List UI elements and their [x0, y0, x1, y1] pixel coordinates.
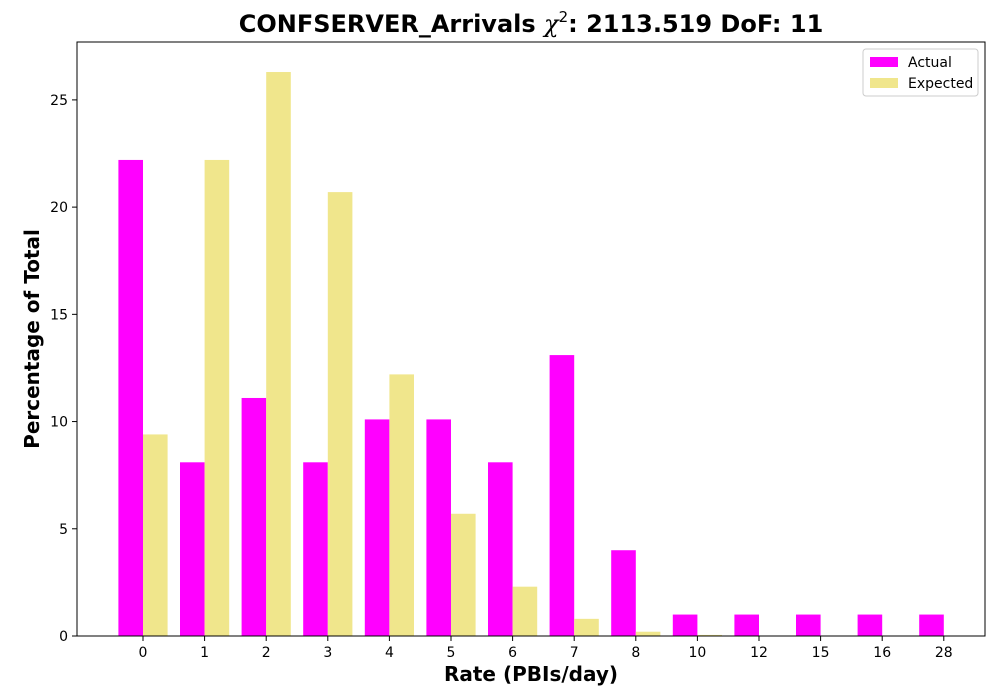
y-tick-label: 25	[50, 93, 68, 109]
legend: Actual Expected	[862, 48, 979, 97]
bar-actual-6	[488, 462, 513, 636]
bar-actual-0	[118, 159, 143, 636]
bar-actual-8	[611, 550, 636, 636]
legend-swatch-expected	[870, 78, 898, 88]
bar-actual-28	[919, 614, 944, 636]
bar-actual-16	[857, 614, 883, 636]
x-tick-label: 4	[385, 645, 394, 661]
title-rest: : 2113.519 DoF: 11	[568, 10, 823, 38]
x-tick-label: 15	[812, 645, 830, 661]
x-tick-label: 5	[447, 645, 456, 661]
bar-expected-4	[389, 374, 414, 636]
x-tick-label: 3	[323, 645, 332, 661]
bar-expected-8	[635, 631, 661, 636]
y-tick-label: 5	[59, 522, 68, 538]
chart-title: CONFSERVER_Arrivals χ2: 2113.519 DoF: 11	[239, 8, 824, 38]
y-tick-label: 0	[59, 629, 68, 645]
x-tick-label: 8	[631, 645, 640, 661]
x-tick-label: 0	[139, 645, 148, 661]
bar-actual-5	[426, 419, 451, 636]
title-chi-exponent: 2	[559, 8, 569, 26]
bar-expected-2	[266, 72, 291, 636]
bar-actual-10	[672, 614, 698, 636]
legend-swatch-actual	[870, 57, 898, 67]
bar-expected-5	[451, 513, 476, 636]
bar-actual-2	[241, 397, 267, 636]
bar-actual-12	[734, 614, 759, 636]
bar-expected-6	[512, 586, 538, 636]
title-main: CONFSERVER_Arrivals	[239, 10, 544, 38]
x-tick-label: 16	[873, 645, 891, 661]
x-tick-label: 28	[935, 645, 953, 661]
x-axis-label: Rate (PBIs/day)	[444, 662, 618, 686]
bar-actual-1	[180, 462, 205, 636]
x-tick-label: 2	[262, 645, 271, 661]
x-tick-label: 10	[688, 645, 706, 661]
plot-frame	[76, 41, 986, 637]
bar-expected-10	[697, 634, 722, 636]
bar-expected-0	[143, 434, 168, 636]
bar-actual-4	[364, 419, 390, 636]
bar-actual-3	[303, 462, 328, 636]
x-tick-label: 7	[570, 645, 579, 661]
bar-actual-7	[549, 355, 575, 636]
bar-expected-1	[204, 159, 230, 636]
x-tick-label: 6	[508, 645, 517, 661]
legend-label-expected: Expected	[908, 76, 973, 92]
bar-expected-7	[574, 618, 599, 636]
bar-expected-3	[327, 192, 353, 636]
bar-actual-15	[796, 614, 821, 636]
legend-label-actual: Actual	[908, 55, 952, 71]
x-tick-label: 1	[200, 645, 209, 661]
y-tick-label: 15	[50, 307, 68, 323]
y-axis-label: Percentage of Total	[20, 229, 44, 449]
x-tick-label: 12	[750, 645, 768, 661]
y-tick-label: 10	[50, 415, 68, 431]
title-chi: χ	[542, 10, 560, 38]
y-tick-label: 20	[50, 200, 68, 216]
